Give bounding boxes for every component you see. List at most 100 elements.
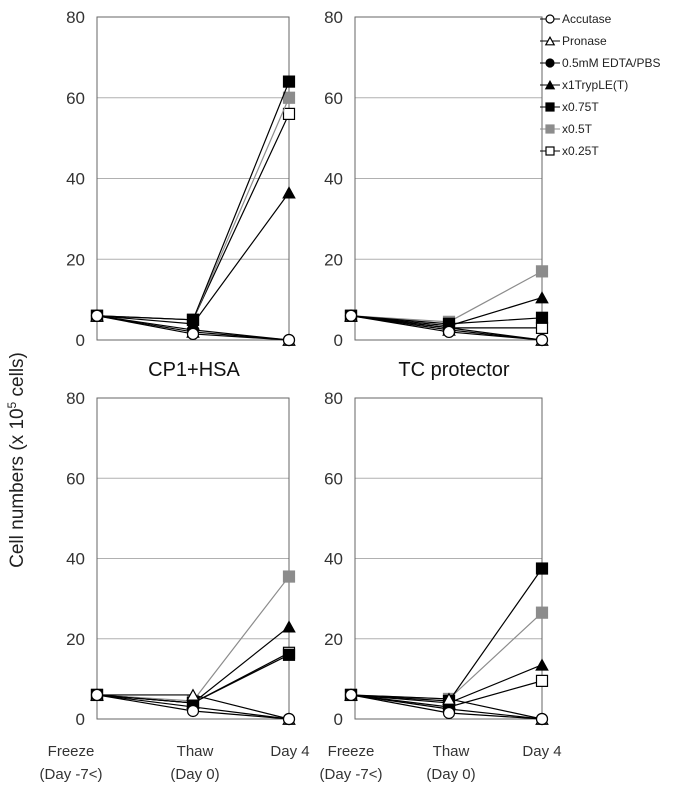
y-tick-label: 0 [334,331,343,350]
y-tick-label: 60 [66,469,85,488]
legend-label: Accutase [562,12,612,26]
series-x0-25t [90,107,296,326]
chart-panel-4: 0 20 40 60 80 [324,389,549,729]
y-tick-label: 60 [66,89,85,108]
data-point [442,706,456,720]
data-point [282,107,296,121]
legend-label: Pronase [562,34,607,48]
x-tick-thaw: Thaw [177,743,214,760]
legend-marker [545,14,555,24]
y-tick-label: 0 [76,710,85,729]
data-point [344,688,358,702]
data-point [282,75,296,88]
data-point [535,674,549,687]
data-point [282,91,296,104]
panel-title-cp1-hsa: CP1+HSA [148,359,240,381]
y-tick-label: 20 [66,630,85,649]
data-point [535,712,549,726]
data-point [535,321,549,334]
series-accutase [90,309,296,347]
x-tick-day4: Day 4 [270,743,309,760]
x-tick-freeze-sub: (Day -7<) [320,766,383,783]
legend-item-x0-75t: x0.75T [540,100,599,114]
legend-label: x0.75T [562,100,599,114]
legend-item-0-5mm-edta-pbs: 0.5mM EDTA/PBS [540,56,660,70]
plot-frame [354,16,543,341]
legend-item-x0-25t: x0.25T [540,144,599,158]
legend-label: x1TrypLE(T) [562,78,628,92]
data-point [535,333,549,347]
data-point [90,309,104,322]
data-point [535,311,549,324]
series-x0-5t [90,91,296,326]
legend-marker [545,102,555,112]
data-point [442,325,456,339]
y-tick-label: 0 [76,331,85,350]
y-axis-label: Cell numbers (x 105 cells) [5,352,28,568]
series-accutase [90,688,296,726]
legend: Accutase Pronase 0.5mM EDTA/PBS x1TrypLE(T)… [540,12,660,158]
series-line [96,81,290,321]
series-line [96,192,290,325]
y-tick-label: 40 [66,170,85,189]
legend-marker [545,58,555,68]
x-tick-freeze-sub: (Day -7<) [40,766,103,783]
panels-layer: 0 20 40 60 80 0 20 40 60 80 0 20 40 60 80 0 20 40 60 80 [66,8,549,729]
legend-label: x0.25T [562,144,599,158]
data-point [442,692,456,705]
legend-item-pronase: Pronase [540,34,607,48]
x-tick-labels-right: Freeze (Day -7<) Thaw (Day 0) Day 4 [320,743,562,783]
x-tick-freeze: Freeze [328,743,375,760]
chart-panel-1: 0 20 40 60 80 [66,8,296,350]
series-line [350,612,543,700]
data-point [535,562,549,575]
y-tick-label: 60 [324,469,343,488]
series-x0-5t [344,606,549,706]
series-line [96,97,290,321]
data-point [282,620,296,633]
x-tick-thaw-sub: (Day 0) [170,766,219,783]
data-point [535,291,549,304]
series-x0-75t [344,562,549,708]
y-tick-label: 20 [66,250,85,269]
chart-panel-3: 0 20 40 60 80 [66,389,296,729]
y-tick-label: 60 [324,89,343,108]
data-point [535,265,549,278]
series-accutase [344,688,549,726]
y-tick-label: 40 [324,170,343,189]
series-line [350,270,543,323]
legend-label: 0.5mM EDTA/PBS [562,56,660,70]
legend-item-x1tryple-t: x1TrypLE(T) [540,78,628,92]
data-point [90,688,104,702]
data-point [282,712,296,726]
data-point [535,606,549,619]
y-tick-label: 80 [66,8,85,27]
legend-marker [545,124,555,134]
series-line [350,568,543,702]
x-tick-labels-left: Freeze (Day -7<) Thaw (Day 0) Day 4 [40,743,310,783]
x-tick-thaw-sub: (Day 0) [426,766,475,783]
legend-marker [544,79,556,90]
legend-item-x0-5t: x0.5T [540,122,593,136]
chart-panel-2: 0 20 40 60 80 [324,8,549,350]
plot-frame [96,397,290,720]
data-point [282,333,296,347]
series-x1tryple-t [90,186,296,330]
y-tick-label: 40 [66,550,85,569]
legend-marker [545,146,555,156]
series-line [96,113,290,321]
legend-marker [544,35,556,46]
data-point [282,570,296,583]
y-tick-label: 40 [324,550,343,569]
data-point [186,327,200,341]
y-tick-label: 80 [66,389,85,408]
y-tick-label: 80 [324,389,343,408]
data-point [186,704,200,718]
data-point [282,186,296,199]
x-tick-thaw: Thaw [433,743,470,760]
series-x0-75t [90,75,296,326]
y-tick-label: 20 [324,250,343,269]
legend-item-accutase: Accutase [540,12,612,26]
y-tick-label: 20 [324,630,343,649]
